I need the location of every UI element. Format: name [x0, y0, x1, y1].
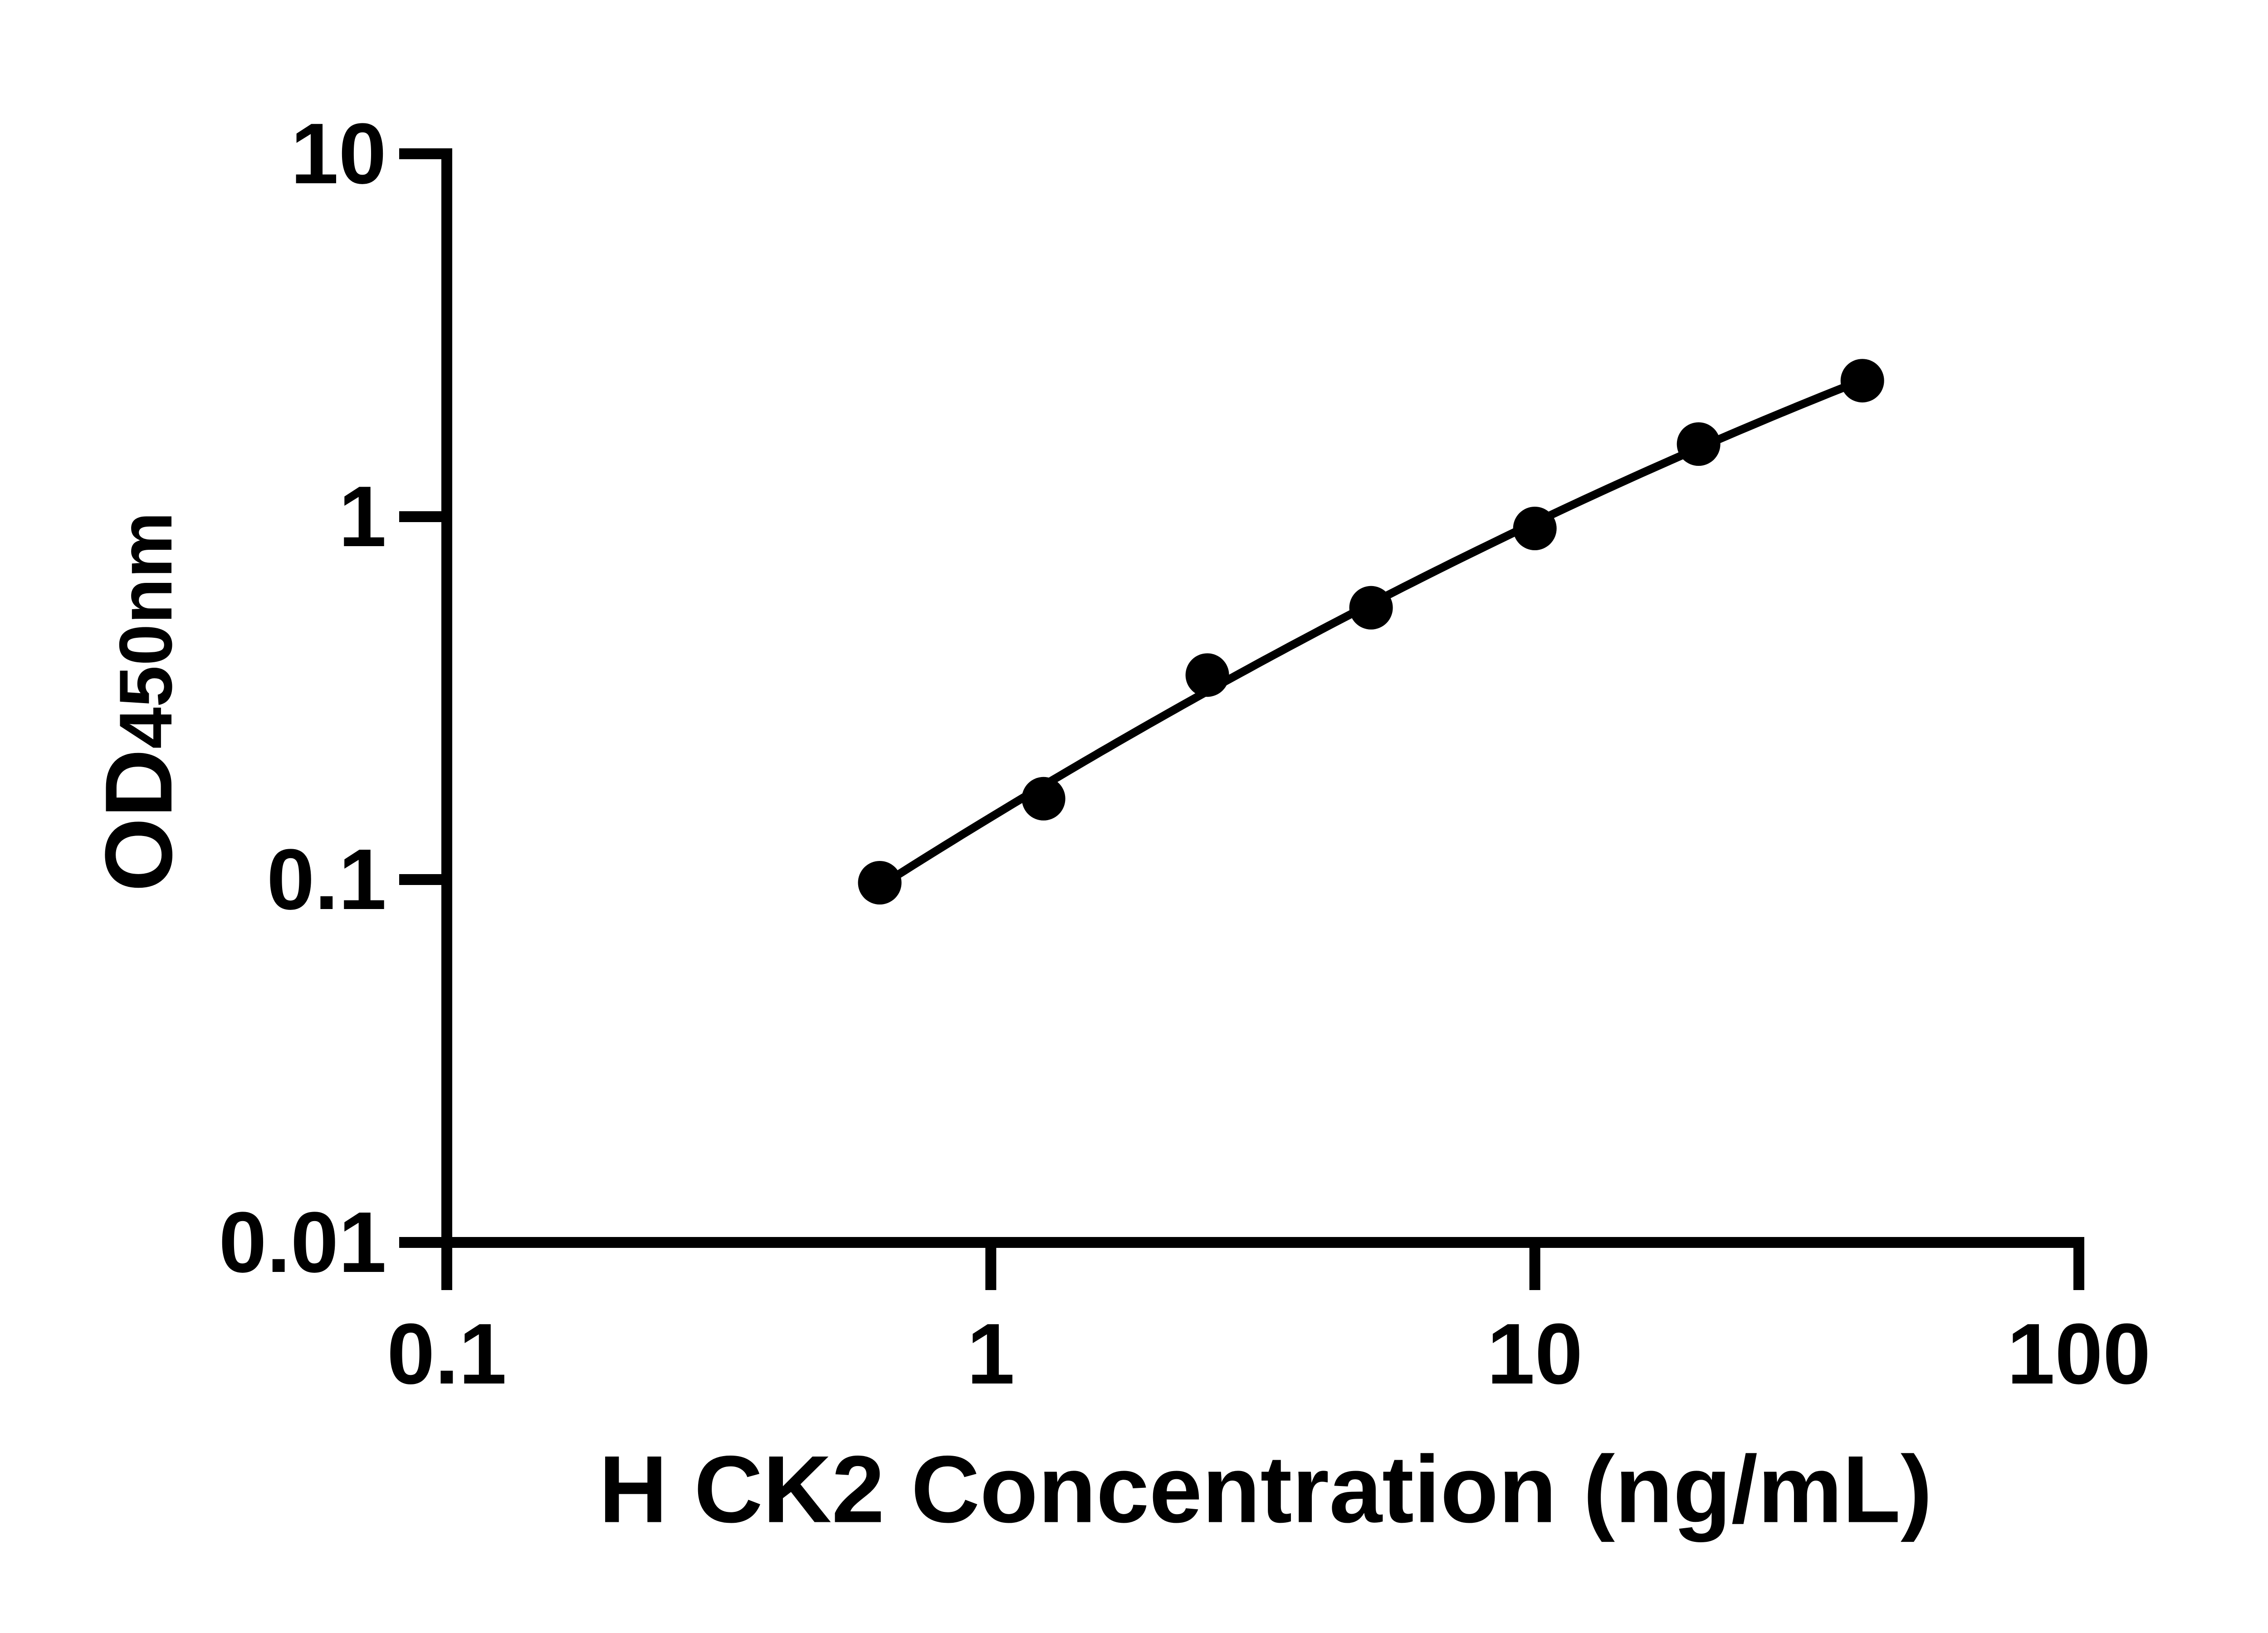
axes [399, 148, 2084, 1290]
data-point-marker-3 [1185, 653, 1229, 697]
x-tick-label-10: 10 [1487, 1306, 1583, 1402]
x-tick-label-100: 100 [2007, 1306, 2151, 1402]
y-axis-tick-labels: 10 1 0.1 0.01 [219, 106, 386, 1291]
x-tick-label-0.1: 0.1 [387, 1306, 507, 1402]
data-point-marker-1 [858, 861, 902, 905]
y-axis-title: OD450nm [85, 512, 192, 892]
x-axis-title: H CK2 Concentration (ng/mL) [599, 1436, 1932, 1543]
data-point-marker-4 [1349, 586, 1393, 630]
y-tick-label-10: 10 [291, 106, 386, 202]
data-point-marker-2 [1022, 777, 1066, 821]
data-point-marker-5 [1513, 507, 1557, 550]
y-tick-label-0.01: 0.01 [219, 1194, 386, 1291]
x-tick-label-1: 1 [967, 1306, 1015, 1402]
y-axis-title-subscript: 450nm [104, 512, 187, 749]
y-tick-label-1: 1 [338, 469, 386, 565]
data-point-marker-6 [1677, 422, 1721, 466]
x-axis-tick-labels: 0.1 1 10 100 [387, 1306, 2151, 1402]
data-point-marker-7 [1840, 359, 1884, 403]
y-axis-title-main: OD [85, 749, 192, 892]
y-tick-label-0.1: 0.1 [267, 831, 386, 928]
marker-layer [858, 359, 1884, 905]
axis-lines-and-ticks [399, 148, 2084, 1290]
